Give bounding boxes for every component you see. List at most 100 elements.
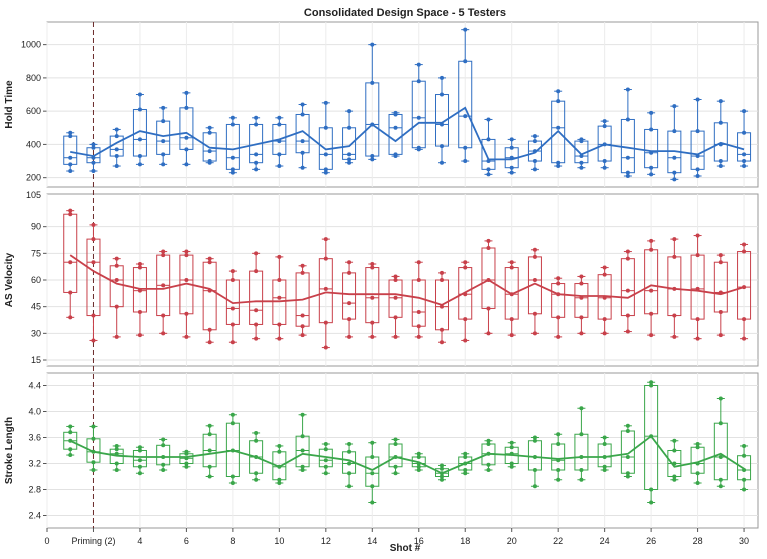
- data-point: [370, 484, 375, 489]
- data-point: [277, 152, 282, 157]
- y-tick-label: 3.2: [28, 459, 41, 469]
- data-point: [230, 170, 235, 175]
- data-point: [532, 134, 537, 139]
- data-point: [91, 424, 96, 429]
- data-point: [91, 160, 96, 165]
- data-point: [161, 331, 166, 336]
- data-point: [486, 462, 491, 467]
- data-point: [254, 471, 259, 476]
- data-point: [440, 477, 444, 482]
- data-point: [114, 154, 119, 159]
- data-point: [323, 447, 328, 452]
- y-tick-label: 4.4: [28, 381, 41, 391]
- data-point: [602, 165, 607, 170]
- data-point: [207, 256, 212, 261]
- data-point: [347, 471, 352, 476]
- data-point: [509, 137, 514, 142]
- data-point: [649, 172, 654, 177]
- data-point: [672, 170, 677, 175]
- data-point: [277, 449, 282, 454]
- data-point: [230, 167, 235, 172]
- data-point: [230, 481, 235, 485]
- y-tick-label: 15: [31, 355, 41, 365]
- data-point: [556, 125, 561, 130]
- data-point: [695, 445, 700, 450]
- data-point: [416, 260, 421, 265]
- data-point: [695, 167, 700, 172]
- data-point: [68, 208, 73, 213]
- data-point: [649, 333, 654, 338]
- data-point: [184, 90, 189, 95]
- data-point: [277, 254, 282, 259]
- data-point: [230, 322, 235, 327]
- x-axis-label: Shot #: [390, 543, 421, 554]
- data-point: [486, 306, 491, 311]
- data-point: [625, 329, 630, 334]
- data-point: [114, 278, 119, 282]
- data-point: [532, 311, 537, 316]
- data-point: [742, 109, 747, 114]
- data-point: [114, 443, 119, 448]
- data-point: [347, 317, 352, 322]
- x-tick-label: 4: [137, 536, 142, 546]
- data-point: [230, 474, 235, 479]
- data-point: [672, 448, 677, 453]
- data-point: [486, 167, 491, 172]
- data-point: [370, 295, 375, 300]
- y-tick-label: 2.8: [28, 485, 41, 495]
- data-point: [323, 167, 328, 172]
- data-point: [184, 253, 189, 258]
- data-point: [161, 152, 166, 157]
- data-point: [532, 484, 537, 489]
- data-point: [323, 320, 328, 325]
- data-point: [602, 468, 607, 472]
- data-point: [718, 484, 723, 489]
- data-point: [277, 164, 282, 169]
- data-point: [625, 155, 630, 160]
- data-point: [137, 448, 142, 453]
- data-point: [207, 149, 212, 154]
- data-point: [347, 109, 352, 114]
- data-point: [695, 233, 700, 238]
- data-point: [254, 477, 259, 482]
- y-tick-label: 105: [26, 190, 41, 200]
- data-point: [300, 324, 305, 329]
- data-point: [277, 295, 282, 300]
- data-point: [300, 165, 305, 170]
- x-tick-label: 16: [414, 536, 424, 546]
- data-point: [323, 458, 328, 463]
- data-point: [416, 145, 421, 150]
- data-point: [230, 340, 235, 345]
- y-tick-label: 2.4: [28, 511, 41, 521]
- data-point: [556, 99, 561, 104]
- data-point: [742, 152, 747, 157]
- data-point: [672, 155, 677, 160]
- data-point: [68, 290, 73, 295]
- data-point: [137, 137, 142, 142]
- data-point: [742, 317, 747, 322]
- x-tick-label: 20: [507, 536, 517, 546]
- data-point: [579, 154, 584, 159]
- data-point: [347, 125, 352, 130]
- data-point: [579, 315, 584, 320]
- data-point: [463, 451, 468, 456]
- data-point: [463, 471, 468, 476]
- data-point: [440, 463, 444, 468]
- data-point: [230, 115, 235, 120]
- data-point: [625, 313, 630, 318]
- data-point: [137, 107, 142, 112]
- data-point: [114, 147, 119, 152]
- data-point: [625, 423, 630, 428]
- data-point: [509, 461, 514, 466]
- data-point: [486, 172, 491, 177]
- data-point: [416, 451, 421, 456]
- data-point: [742, 242, 747, 247]
- data-point: [207, 448, 212, 453]
- data-point: [230, 306, 235, 311]
- data-point: [556, 442, 561, 446]
- x-tick-label: 12: [321, 536, 331, 546]
- data-point: [161, 119, 166, 124]
- data-point: [556, 160, 561, 165]
- data-point: [463, 265, 468, 270]
- data-point: [184, 135, 189, 140]
